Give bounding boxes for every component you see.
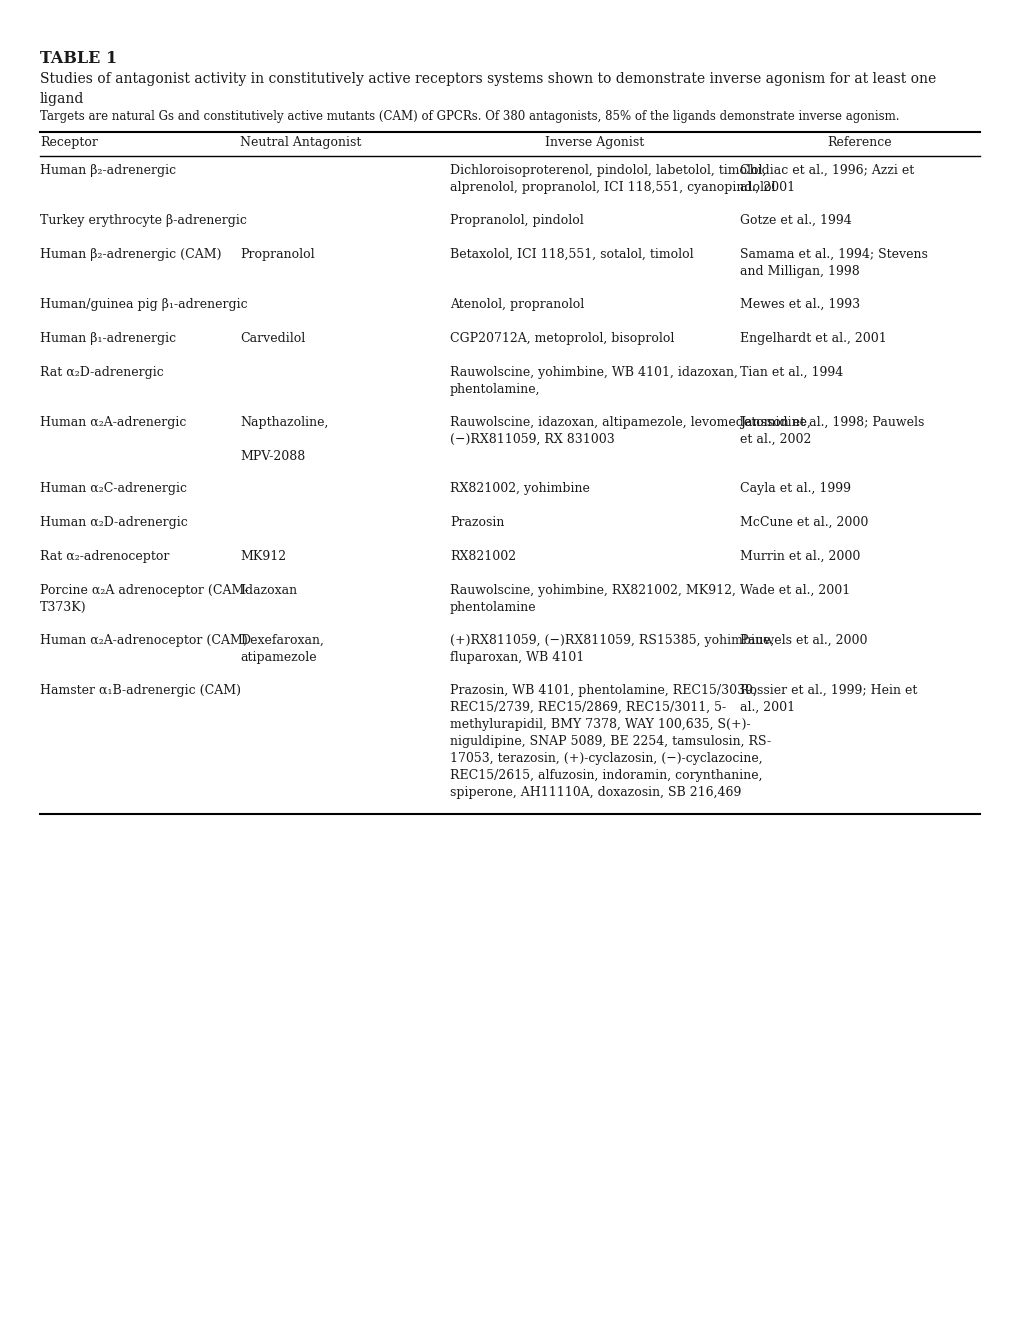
Text: Human β₂-adrenergic (CAM): Human β₂-adrenergic (CAM): [40, 248, 221, 261]
Text: Gotze et al., 1994: Gotze et al., 1994: [739, 214, 851, 227]
Text: Human/guinea pig β₁-adrenergic: Human/guinea pig β₁-adrenergic: [40, 298, 248, 312]
Text: TABLE 1: TABLE 1: [40, 50, 117, 67]
Text: Rat α₂-adrenoceptor: Rat α₂-adrenoceptor: [40, 550, 169, 564]
Text: Human β₂-adrenergic: Human β₂-adrenergic: [40, 164, 176, 177]
Text: McCune et al., 2000: McCune et al., 2000: [739, 516, 867, 529]
Text: Rauwolscine, idazoxan, altipamezole, levomedetomidine,
(−)RX811059, RX 831003: Rauwolscine, idazoxan, altipamezole, lev…: [449, 416, 810, 446]
Text: Rossier et al., 1999; Hein et
al., 2001: Rossier et al., 1999; Hein et al., 2001: [739, 684, 916, 714]
Text: Cayla et al., 1999: Cayla et al., 1999: [739, 482, 850, 495]
Text: Propranolol, pindolol: Propranolol, pindolol: [449, 214, 583, 227]
Text: Rauwolscine, yohimbine, WB 4101, idazoxan,
phentolamine,: Rauwolscine, yohimbine, WB 4101, idazoxa…: [449, 366, 737, 396]
Text: Idazoxan: Idazoxan: [239, 583, 297, 597]
Text: (+)RX811059, (−)RX811059, RS15385, yohimbine,
fluparoxan, WB 4101: (+)RX811059, (−)RX811059, RS15385, yohim…: [449, 634, 773, 664]
Text: Human α₂A-adrenoceptor (CAM): Human α₂A-adrenoceptor (CAM): [40, 634, 248, 647]
Text: Carvedilol: Carvedilol: [239, 333, 305, 345]
Text: Pauwels et al., 2000: Pauwels et al., 2000: [739, 634, 866, 647]
Text: Porcine α₂A adrenoceptor (CAM-
T373K): Porcine α₂A adrenoceptor (CAM- T373K): [40, 583, 249, 614]
Text: Targets are natural Gs and constitutively active mutants (CAM) of GPCRs. Of 380 : Targets are natural Gs and constitutivel…: [40, 110, 899, 123]
Text: Hamster α₁B-adrenergic (CAM): Hamster α₁B-adrenergic (CAM): [40, 684, 240, 697]
Text: Murrin et al., 2000: Murrin et al., 2000: [739, 550, 860, 564]
Text: Samama et al., 1994; Stevens
and Milligan, 1998: Samama et al., 1994; Stevens and Milliga…: [739, 248, 927, 279]
Text: Atenolol, propranolol: Atenolol, propranolol: [449, 298, 584, 312]
Text: Betaxolol, ICI 118,551, sotalol, timolol: Betaxolol, ICI 118,551, sotalol, timolol: [449, 248, 693, 261]
Text: MK912: MK912: [239, 550, 286, 564]
Text: Human α₂D-adrenergic: Human α₂D-adrenergic: [40, 516, 187, 529]
Text: Human α₂C-adrenergic: Human α₂C-adrenergic: [40, 482, 186, 495]
Text: Reference: Reference: [826, 136, 892, 149]
Text: Jansson et al., 1998; Pauwels
et al., 2002: Jansson et al., 1998; Pauwels et al., 20…: [739, 416, 923, 446]
Text: Receptor: Receptor: [40, 136, 98, 149]
Text: Rauwolscine, yohimbine, RX821002, MK912,
phentolamine: Rauwolscine, yohimbine, RX821002, MK912,…: [449, 583, 735, 614]
Text: RX821002, yohimbine: RX821002, yohimbine: [449, 482, 589, 495]
Text: Dichloroisoproterenol, pindolol, labetolol, timolol,
alprenolol, propranolol, IC: Dichloroisoproterenol, pindolol, labetol…: [449, 164, 774, 194]
Text: Human β₁-adrenergic: Human β₁-adrenergic: [40, 333, 176, 345]
Text: Napthazoline,

MPV-2088: Napthazoline, MPV-2088: [239, 416, 328, 463]
Text: Turkey erythrocyte β-adrenergic: Turkey erythrocyte β-adrenergic: [40, 214, 247, 227]
Text: Wade et al., 2001: Wade et al., 2001: [739, 583, 850, 597]
Text: Tian et al., 1994: Tian et al., 1994: [739, 366, 843, 379]
Text: Chidiac et al., 1996; Azzi et
al., 2001: Chidiac et al., 1996; Azzi et al., 2001: [739, 164, 913, 194]
Text: Rat α₂D-adrenergic: Rat α₂D-adrenergic: [40, 366, 164, 379]
Text: CGP20712A, metoprolol, bisoprolol: CGP20712A, metoprolol, bisoprolol: [449, 333, 674, 345]
Text: Propranolol: Propranolol: [239, 248, 314, 261]
Text: Human α₂A-adrenergic: Human α₂A-adrenergic: [40, 416, 186, 429]
Text: Engelhardt et al., 2001: Engelhardt et al., 2001: [739, 333, 886, 345]
Text: Neutral Antagonist: Neutral Antagonist: [239, 136, 361, 149]
Text: Inverse Agonist: Inverse Agonist: [545, 136, 644, 149]
Text: Mewes et al., 1993: Mewes et al., 1993: [739, 298, 859, 312]
Text: Studies of antagonist activity in constitutively active receptors systems shown : Studies of antagonist activity in consti…: [40, 73, 935, 106]
Text: RX821002: RX821002: [449, 550, 516, 564]
Text: Prazosin: Prazosin: [449, 516, 503, 529]
Text: Prazosin, WB 4101, phentolamine, REC15/3039,
REC15/2739, REC15/2869, REC15/3011,: Prazosin, WB 4101, phentolamine, REC15/3…: [449, 684, 770, 799]
Text: Dexefaroxan,
atipamezole: Dexefaroxan, atipamezole: [239, 634, 324, 664]
